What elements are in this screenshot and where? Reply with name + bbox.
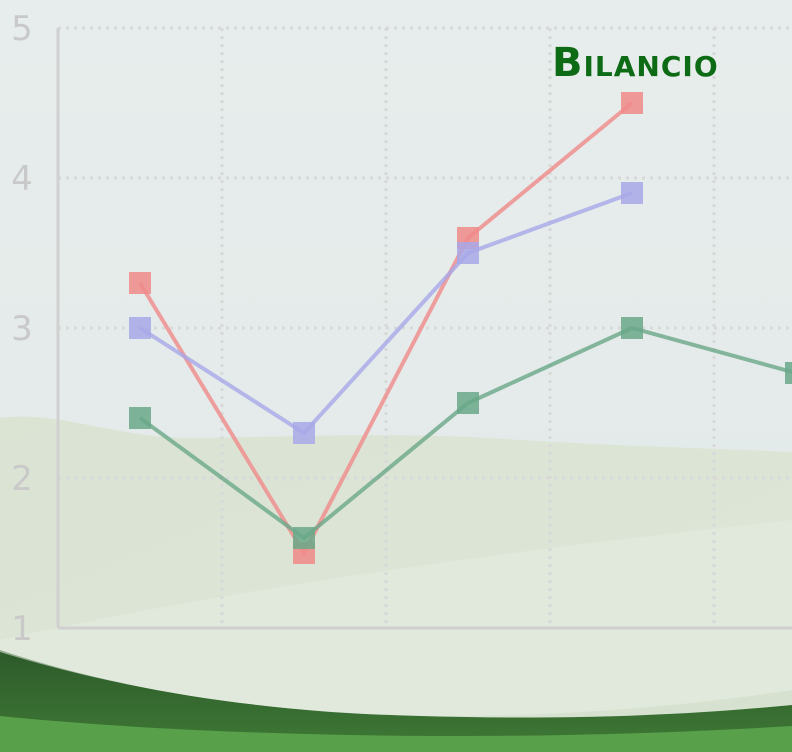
data-point [293,527,315,549]
y-tick-label: 1 [11,609,33,649]
data-point [457,242,479,264]
series-2 [129,182,643,444]
data-point [785,362,792,384]
data-point [129,272,151,294]
series-line [138,101,634,558]
y-axis-tick-labels: 1 2 3 4 5 [11,9,33,649]
grass [0,716,792,752]
data-point [293,422,315,444]
series-3 [129,317,792,549]
series-line [138,191,633,436]
y-tick-label: 5 [11,9,33,49]
data-point [457,392,479,414]
chart-series [129,92,792,564]
data-point [621,92,643,114]
line-chart: 1 2 3 4 5 [11,9,792,649]
slide-title: Bilancio [552,40,719,86]
hill-band [0,650,792,752]
data-point [621,182,643,204]
y-tick-label: 4 [11,159,33,199]
chart-grid [56,26,792,630]
data-point [129,407,151,429]
y-tick-label: 3 [11,309,33,349]
data-point [621,317,643,339]
y-tick-label: 2 [11,459,33,499]
data-point [129,317,151,339]
